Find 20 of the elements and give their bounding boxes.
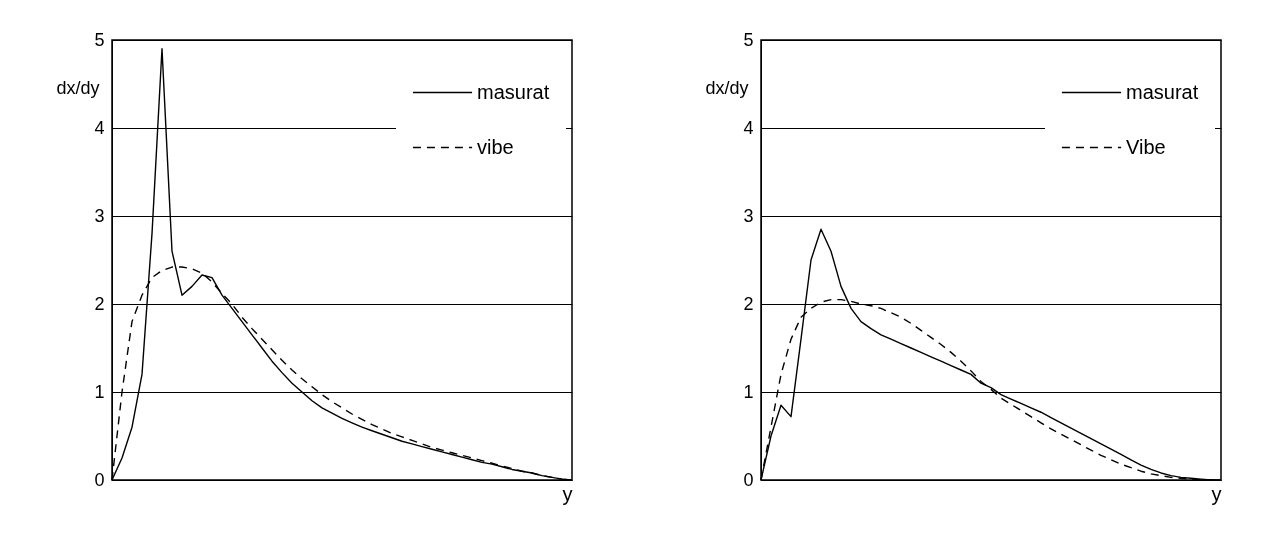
y-tick-label: 5 xyxy=(743,29,754,50)
legend-label: masurat xyxy=(477,80,550,103)
y-axis-title: dx/dy xyxy=(56,77,100,98)
y-tick-label: 1 xyxy=(743,381,754,402)
y-tick-label: 5 xyxy=(94,29,105,50)
y-tick-label: 3 xyxy=(94,205,105,226)
y-tick-label: 4 xyxy=(743,117,754,138)
y-tick-label: 2 xyxy=(743,293,754,314)
y-tick-label: 3 xyxy=(743,205,754,226)
x-axis-title: y xyxy=(562,482,573,505)
legend-label: vibe xyxy=(477,135,514,158)
x-axis-title: y xyxy=(1211,482,1222,505)
y-axis-title: dx/dy xyxy=(705,77,749,98)
y-tick-label: 0 xyxy=(743,469,754,490)
legend-label: masurat xyxy=(1126,80,1199,103)
y-tick-label: 2 xyxy=(94,293,105,314)
legend-label: Vibe xyxy=(1126,135,1166,158)
y-tick-label: 4 xyxy=(94,117,105,138)
y-tick-label: 0 xyxy=(94,469,105,490)
y-tick-label: 1 xyxy=(94,381,105,402)
